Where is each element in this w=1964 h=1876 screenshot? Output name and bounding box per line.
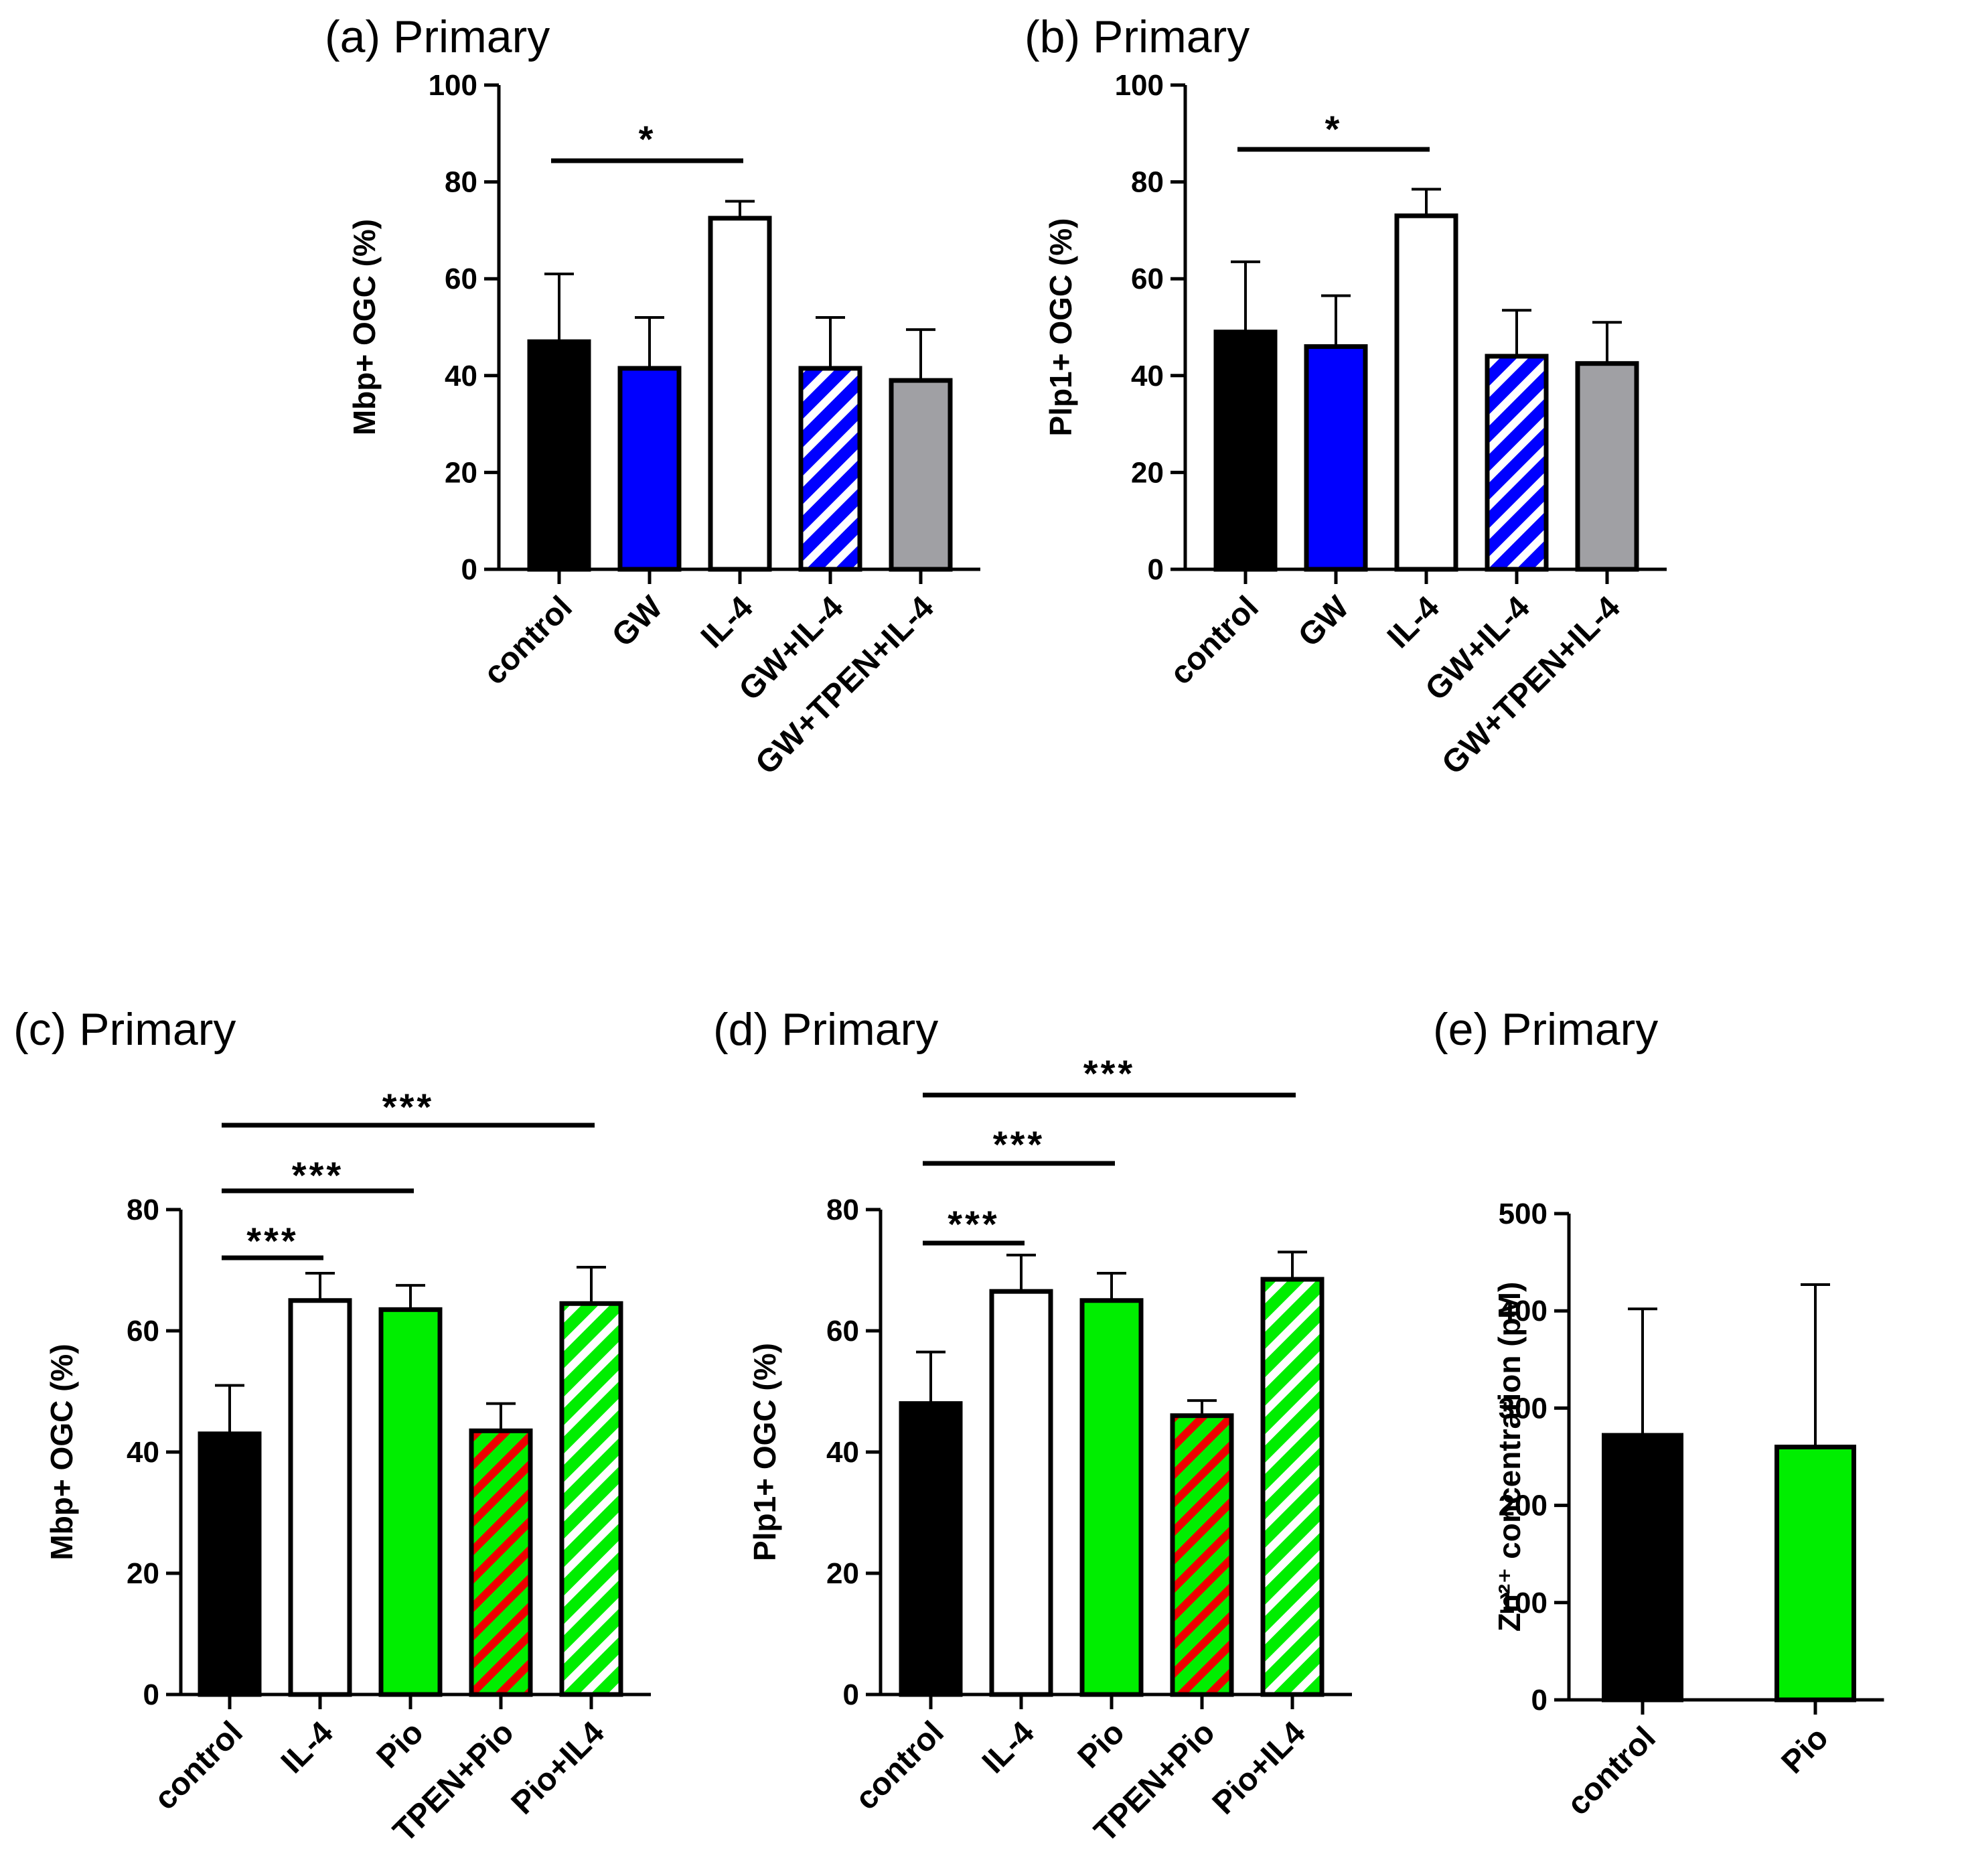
significance-label: *** [948, 1203, 999, 1245]
panel-a: (a) Primary 0 20 40 60 80 100 Mbp+ OGC (%) contr… [325, 11, 980, 782]
panel-d: (d) Primary 0 20 40 60 80 Plp1+ OGC (%) control… [713, 1004, 1352, 1849]
y-tick-label: 100 [1115, 69, 1164, 102]
category-label: Pio+IL4 [505, 1715, 611, 1821]
bar-gw [617, 366, 682, 572]
panel-title: (c) Primary [13, 1004, 236, 1055]
category-label: IL-4 [1381, 589, 1446, 655]
significance-label: * [639, 118, 656, 160]
y-tick-label: 0 [143, 1678, 159, 1711]
y-tick-label: 80 [1131, 166, 1164, 199]
panel-title: (b) Primary [1025, 11, 1250, 62]
bar-pio [1079, 1298, 1144, 1697]
significance-label: * [1325, 108, 1343, 150]
y-tick-label: 40 [826, 1436, 859, 1469]
y-axis-title: Mbp+ OGC (%) [347, 219, 382, 435]
significance-label: *** [382, 1086, 434, 1128]
y-tick-label: 20 [127, 1557, 159, 1590]
significance-label: *** [292, 1154, 344, 1196]
y-tick-label: 0 [1148, 553, 1164, 586]
bar-pio-il4 [559, 1301, 623, 1697]
category-label: IL-4 [275, 1715, 340, 1780]
y-tick-label: 80 [826, 1194, 859, 1226]
y-tick-label: 0 [461, 553, 477, 586]
y-tick-label: 100 [1499, 1587, 1547, 1619]
y-tick-label: 0 [843, 1678, 859, 1711]
y-tick-label: 300 [1499, 1392, 1547, 1425]
y-tick-label: 60 [1131, 263, 1164, 295]
significance-label: *** [1083, 1052, 1135, 1094]
y-axis-title: Plp1+ OGC (%) [747, 1343, 782, 1561]
bar-control [198, 1431, 262, 1697]
category-label: Pio [1775, 1720, 1835, 1780]
bar-il-4 [288, 1298, 352, 1697]
significance-label: *** [246, 1220, 298, 1262]
y-tick-label: 80 [445, 166, 477, 199]
bar-control [899, 1401, 963, 1697]
y-tick-label: 400 [1499, 1295, 1547, 1327]
category-label: Pio+IL4 [1206, 1715, 1312, 1821]
bar-tpen-pio [469, 1428, 533, 1697]
panel-b: (b) Primary 0 20 40 60 80 100 Plp1+ OGC (%) cont… [1025, 11, 1667, 782]
bar-pio [378, 1307, 443, 1697]
category-label: GW [605, 589, 670, 654]
y-tick-label: 20 [826, 1557, 859, 1590]
category-label: GW [1292, 589, 1356, 654]
y-tick-label: 0 [1531, 1684, 1547, 1717]
category-label: IL-4 [976, 1715, 1041, 1780]
panel-e: (e) Primary 0 100 200 300 400 500 Zn²⁺ concentr… [1433, 1004, 1884, 1822]
y-tick-label: 200 [1499, 1490, 1547, 1522]
bar-pio-il4 [1260, 1277, 1325, 1697]
y-tick-label: 40 [445, 360, 477, 392]
y-axis-title: Plp1+ OGC (%) [1043, 218, 1078, 437]
y-tick-label: 60 [127, 1315, 159, 1348]
panel-title: (a) Primary [325, 11, 550, 62]
panel-title: (e) Primary [1433, 1004, 1658, 1055]
bar-control [527, 339, 591, 572]
category-label: control [1560, 1720, 1662, 1822]
significance-label: *** [993, 1123, 1045, 1165]
bar-gw-tpen-il-4 [1575, 361, 1639, 572]
bar-gw-il-4 [1485, 354, 1549, 572]
panel-c: (c) Primary 0 20 40 60 80 Mbp+ OGC (%) control I… [13, 1004, 651, 1849]
category-label: control [848, 1715, 950, 1816]
y-tick-label: 20 [1131, 456, 1164, 489]
y-tick-label: 20 [445, 456, 477, 489]
bar-pio [1774, 1444, 1856, 1703]
bar-gw-tpen-il-4 [889, 378, 953, 572]
category-label: IL-4 [694, 589, 760, 655]
y-tick-label: 60 [826, 1315, 859, 1348]
y-tick-label: 80 [127, 1194, 159, 1226]
bar-gw [1304, 344, 1368, 572]
category-label: Pio [1071, 1715, 1132, 1775]
category-label: control [477, 589, 579, 691]
bar-il-4 [708, 216, 772, 572]
category-label: Pio [370, 1715, 431, 1775]
category-label: control [1163, 589, 1265, 691]
bar-il-4 [989, 1289, 1053, 1697]
bar-gw-il-4 [798, 366, 862, 572]
panel-title: (d) Primary [713, 1004, 938, 1055]
y-tick-label: 40 [127, 1436, 159, 1469]
bar-il-4 [1394, 213, 1458, 572]
y-tick-label: 500 [1499, 1198, 1547, 1230]
bar-tpen-pio [1170, 1413, 1234, 1697]
bar-control [1602, 1433, 1683, 1703]
category-label: control [147, 1715, 249, 1816]
y-axis-title: Zn²⁺ concentration (pM) [1492, 1282, 1527, 1632]
bar-control [1213, 330, 1278, 572]
y-tick-label: 40 [1131, 360, 1164, 392]
y-axis-title: Mbp+ OGC (%) [44, 1344, 79, 1560]
y-tick-label: 60 [445, 263, 477, 295]
y-tick-label: 100 [429, 69, 477, 102]
